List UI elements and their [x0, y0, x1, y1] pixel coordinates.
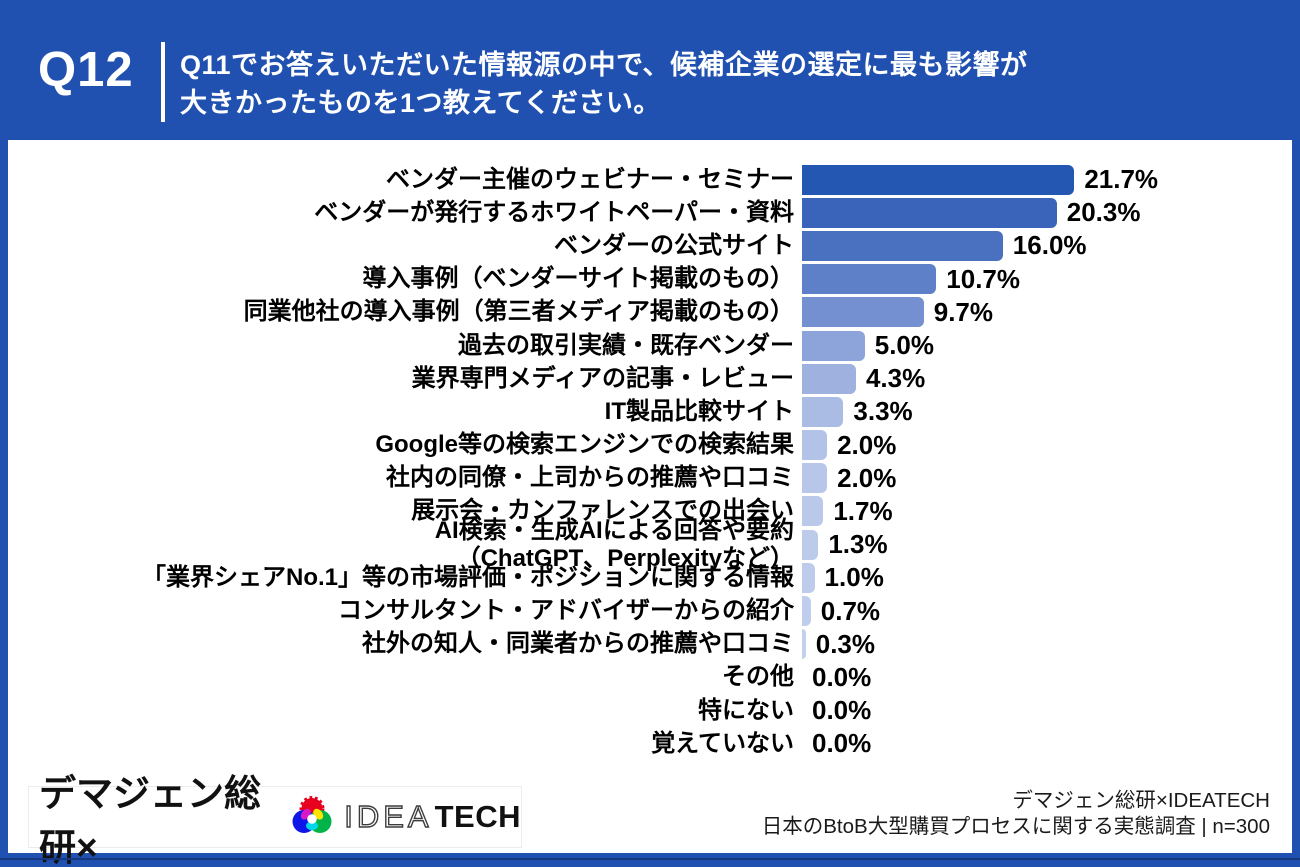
value-label: 0.0% — [812, 695, 872, 726]
value-label: 0.0% — [812, 661, 872, 692]
category-label: 業界専門メディアの記事・レビュー — [411, 364, 794, 392]
category-label: 「業界シェアNo.1」等の市場評価・ポジションに関する情報 — [141, 563, 794, 591]
category-label: その他 — [722, 663, 794, 691]
category-label: 同業他社の導入事例（第三者メディア掲載のもの） — [243, 298, 794, 326]
value-label: 1.7% — [833, 495, 893, 526]
source-note: デマジェン総研×IDEATECH 日本のBtoB大型購買プロセスに関する実態調査… — [762, 788, 1270, 840]
bar — [802, 264, 937, 295]
chart-row: Google等の検索エンジンでの検索結果 2.0% — [8, 429, 1292, 462]
category-label: コンサルタント・アドバイザーからの紹介 — [338, 597, 794, 625]
category-label: ベンダーの公式サイト — [554, 231, 794, 259]
category-label: 社外の知人・同業者からの推薦や口コミ — [362, 630, 794, 658]
chart-row: ベンダー主催のウェビナー・セミナー 21.7% — [8, 163, 1292, 196]
category-label: 覚えていない — [651, 729, 794, 757]
category-label: 特にない — [698, 696, 794, 724]
value-label: 20.3% — [1066, 197, 1141, 228]
value-label: 10.7% — [946, 263, 1021, 294]
value-label: 9.7% — [933, 296, 993, 327]
bar — [802, 562, 815, 593]
chart-row: 展示会・カンファレンスでの出会い 1.7% — [8, 495, 1292, 528]
chart-row: ベンダーの公式サイト 16.0% — [8, 229, 1292, 262]
value-label: 0.3% — [815, 628, 876, 659]
chart-row: 過去の取引実績・既存ベンダー 5.0% — [8, 329, 1292, 362]
bottom-accent-line — [0, 858, 1300, 860]
value-label: 5.0% — [874, 330, 935, 361]
category-label: ベンダー主催のウェビナー・セミナー — [386, 165, 794, 193]
bar — [802, 463, 828, 494]
chart-card: ベンダー主催のウェビナー・セミナー 21.7% ベンダーが発行するホワイトペーパー・… — [8, 140, 1292, 867]
chart-row: 業界専門メディアの記事・レビュー 4.3% — [8, 362, 1292, 395]
bar — [802, 363, 856, 394]
chart-row: 覚えていない 0.0% — [8, 727, 1292, 760]
chart-row: 社外の知人・同業者からの推薦や口コミ 0.3% — [8, 628, 1292, 661]
value-label: 4.3% — [865, 363, 926, 394]
category-label: ベンダーが発行するホワイトペーパー・資料 — [314, 198, 794, 226]
chart-row: ベンダーが発行するホワイトペーパー・資料 20.3% — [8, 196, 1292, 229]
bar-chart: ベンダー主催のウェビナー・セミナー 21.7% ベンダーが発行するホワイトペーパー・… — [8, 163, 1292, 760]
chart-row: 特にない 0.0% — [8, 694, 1292, 727]
value-label: 2.0% — [837, 429, 897, 460]
value-label: 16.0% — [1012, 230, 1087, 261]
bar — [802, 496, 824, 527]
value-label: 1.3% — [828, 529, 888, 560]
chart-row: 社内の同僚・上司からの推薦や口コミ 2.0% — [8, 462, 1292, 495]
category-label: IT製品比較サイト — [604, 397, 794, 425]
chart-row: その他 0.0% — [8, 661, 1292, 694]
category-label: 社内の同僚・上司からの推薦や口コミ — [386, 464, 794, 492]
ideatech-logo-icon — [292, 796, 332, 833]
ideatech-logo-text-solid: TECH — [434, 799, 521, 834]
bar — [802, 197, 1057, 228]
source-line-2: 日本のBtoB大型購買プロセスに関する実態調査 | n=300 — [761, 815, 1270, 838]
bar — [802, 596, 811, 627]
chart-row: AI検索・生成AIによる回答や要約 （ChatGPT、Perplexityなど）… — [8, 517, 1292, 572]
header-divider — [161, 42, 165, 122]
brand-box: デマジェン総研× IDEA TECH — [28, 773, 522, 867]
category-label: AI検索・生成AIによる回答や要約 （ChatGPT、Perplexityなど） — [434, 516, 794, 572]
header: Q12 Q11でお答えいただいた情報源の中で、候補企業の選定に最も影響が 大きか… — [0, 0, 1300, 140]
bar — [802, 164, 1075, 195]
chart-row: 導入事例（ベンダーサイト掲載のもの） 10.7% — [8, 263, 1292, 296]
category-label: 導入事例（ベンダーサイト掲載のもの） — [362, 265, 794, 293]
bar — [802, 330, 865, 361]
value-label: 21.7% — [1084, 164, 1159, 195]
bar — [802, 230, 1003, 261]
chart-row: コンサルタント・アドバイザーからの紹介 0.7% — [8, 594, 1292, 627]
ideatech-logo-text-outline: IDEA — [344, 798, 433, 834]
value-label: 2.0% — [837, 462, 897, 493]
chart-row: 同業他社の導入事例（第三者メディア掲載のもの） 9.7% — [8, 296, 1292, 329]
bar — [802, 297, 924, 328]
category-label: 過去の取引実績・既存ベンダー — [458, 331, 794, 359]
chart-row: 「業界シェアNo.1」等の市場評価・ポジションに関する情報 1.0% — [8, 561, 1292, 594]
chart-row: IT製品比較サイト 3.3% — [8, 395, 1292, 428]
value-label: 0.0% — [812, 728, 872, 759]
bar — [802, 430, 828, 461]
question-text: Q11でお答えいただいた情報源の中で、候補企業の選定に最も影響が 大きかったもの… — [180, 50, 1028, 118]
value-label: 0.7% — [820, 595, 881, 626]
category-label: 展示会・カンファレンスでの出会い — [411, 497, 794, 525]
category-label: Google等の検索エンジンでの検索結果 — [375, 431, 794, 459]
bar — [802, 396, 844, 427]
bar — [802, 529, 819, 560]
value-label: 1.0% — [824, 562, 884, 593]
bar — [802, 629, 806, 660]
question-number: Q12 — [38, 43, 134, 97]
source-line-1: デマジェン総研×IDEATECH — [1012, 789, 1270, 812]
brand-name-left: デマジェン総研× — [39, 773, 261, 867]
value-label: 3.3% — [853, 396, 913, 427]
